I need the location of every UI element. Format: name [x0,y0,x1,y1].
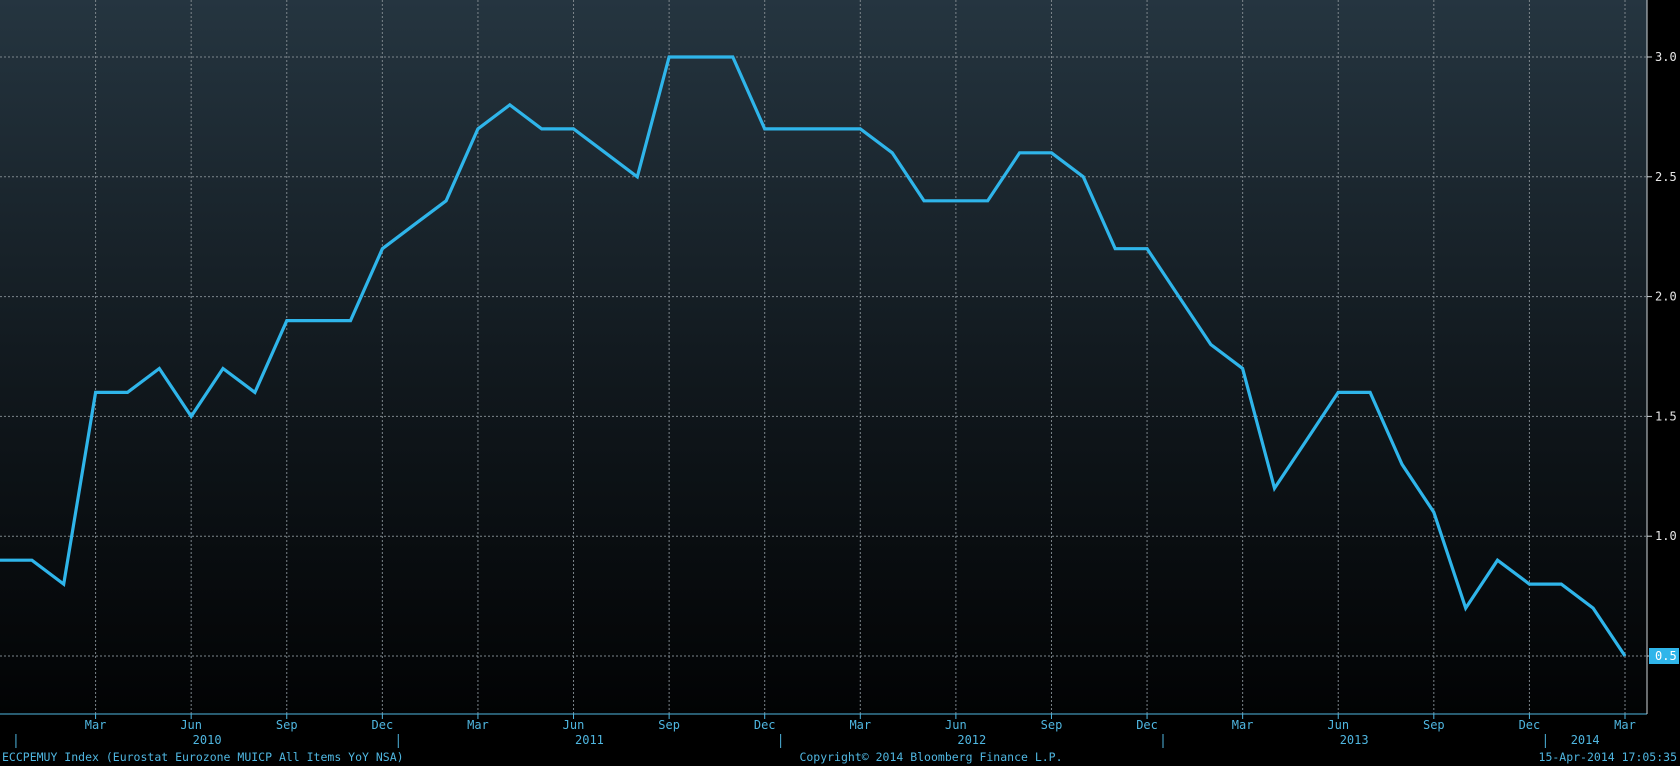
grid [0,0,1647,714]
x-tick-label: Sep [1041,718,1063,732]
series-line [0,55,1627,657]
x-tick-label: Jun [563,718,585,732]
x-tick-label: Dec [1519,718,1541,732]
x-tick-label: Jun [1327,718,1349,732]
footer-timestamp: 15-Apr-2014 17:05:35 [1539,750,1677,764]
x-tick-label: Jun [180,718,202,732]
x-tick-label: Dec [754,718,776,732]
last-value-label: 0.5 [1655,649,1677,663]
x-tick-label: Sep [1423,718,1445,732]
x-year-label: 2014 [1571,733,1600,747]
x-year-label: 2013 [1340,733,1369,747]
x-tick-label: Jun [945,718,967,732]
footer-ticker: ECCPEMUY Index (Eurostat Eurozone MUICP … [2,750,404,764]
x-tick-label: Sep [276,718,298,732]
x-tick-label: Mar [1232,718,1254,732]
y-tick-label: 1.0 [1655,529,1677,543]
x-year-label: 2011 [575,733,604,747]
x-tick-label: Sep [658,718,680,732]
footer: ECCPEMUY Index (Eurostat Eurozone MUICP … [2,750,1677,764]
last-value-badge [1649,648,1679,664]
series-layer [0,55,1627,657]
y-tick-label: 2.0 [1655,290,1677,304]
x-tick-label: Mar [467,718,489,732]
x-tick-label: Mar [85,718,107,732]
x-tick-label: Dec [1136,718,1158,732]
x-year-label: 2012 [957,733,986,747]
x-tick-label: Mar [1614,718,1636,732]
y-tick-label: 2.5 [1655,170,1677,184]
footer-copyright: Copyright© 2014 Bloomberg Finance L.P. [799,750,1062,764]
tick-labels: 1.0 1.5 2.0 2.5 3.0 Mar Jun Sep Dec Mar Jun Sep Dec M… [85,50,1679,747]
x-tick-label: Mar [849,718,871,732]
y-tick-label: 3.0 [1655,50,1677,64]
x-year-label: 2010 [193,733,222,747]
y-tick-label: 1.5 [1655,409,1677,423]
plot-area [0,0,1647,714]
x-tick-label: Dec [372,718,394,732]
